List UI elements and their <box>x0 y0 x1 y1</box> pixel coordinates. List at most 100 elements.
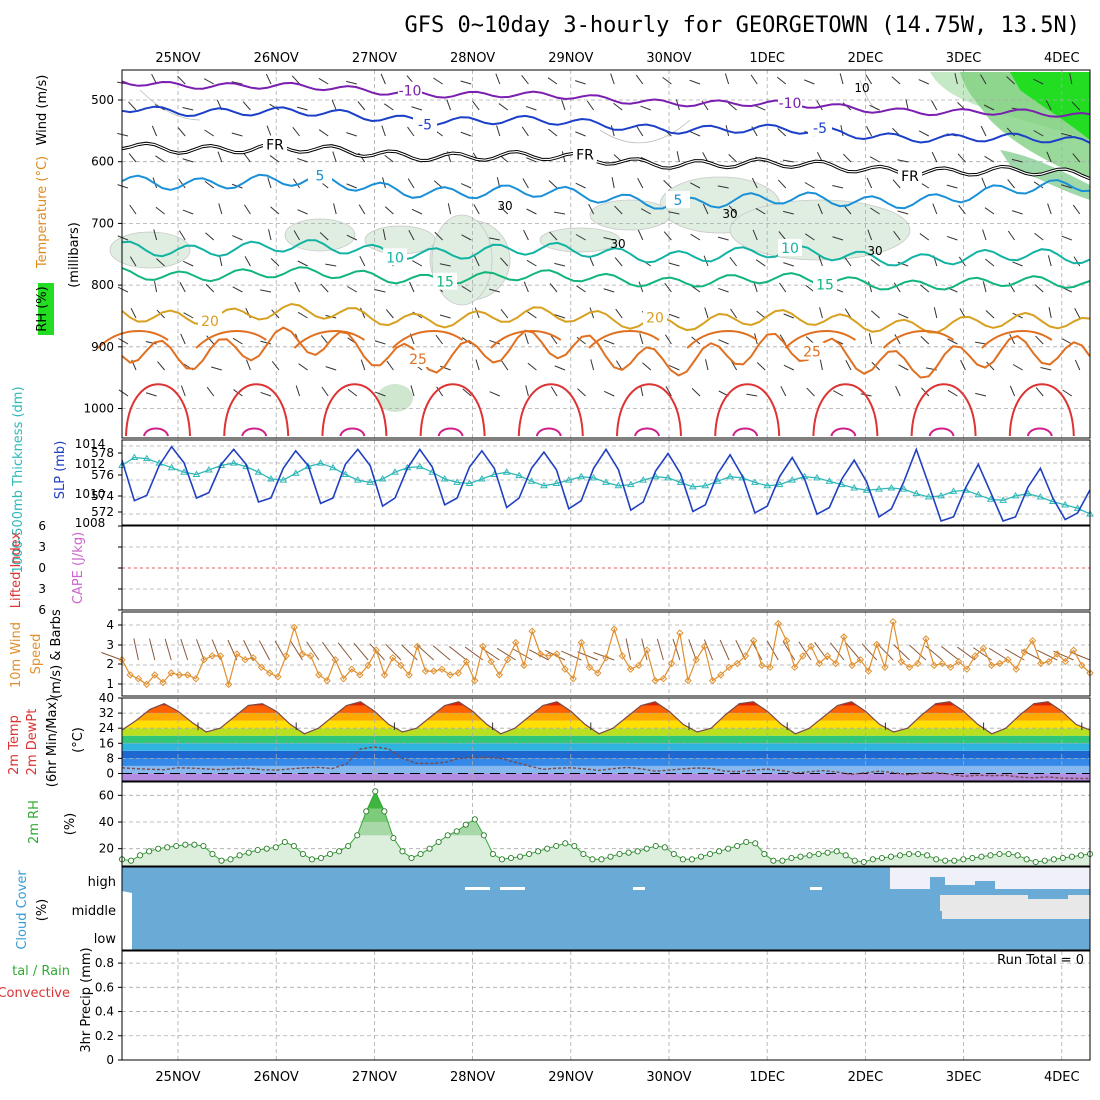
rh-marker <box>716 848 723 855</box>
warm-arch-contour <box>419 383 486 437</box>
contour-label: FR <box>266 137 284 153</box>
hot-contour <box>732 427 759 437</box>
wind-barb <box>218 203 223 215</box>
wind-barb <box>982 229 987 241</box>
rh-marker <box>245 849 252 856</box>
wind-barb <box>1033 78 1044 85</box>
wind-barb <box>118 338 129 345</box>
contour-label-bg <box>398 81 422 99</box>
wind-barb <box>728 205 737 215</box>
wind-barb <box>780 385 787 397</box>
warm-arch-contour <box>714 383 781 437</box>
date-label-top: 29NOV <box>548 51 593 66</box>
wind-barb <box>755 259 766 267</box>
wind-barb <box>984 207 995 215</box>
wind-barb <box>258 640 271 661</box>
wind-speed-marker <box>479 642 487 651</box>
rh-marker <box>417 850 424 858</box>
wind-barb <box>243 204 251 215</box>
wind-speed-marker <box>471 676 479 685</box>
wind-barb <box>182 209 194 215</box>
wind-barb <box>782 641 796 661</box>
wind-barb <box>500 309 509 319</box>
wind-barb <box>358 204 366 215</box>
wind-barb <box>672 638 681 661</box>
wind-barb <box>232 286 243 293</box>
wind-barb <box>522 178 529 189</box>
wind-barb <box>729 257 737 267</box>
wind-barb <box>411 106 423 111</box>
wind-barb <box>133 638 139 661</box>
wind-barb <box>957 646 976 661</box>
wind-speed-marker <box>577 638 586 647</box>
warm-arch-contour <box>125 383 191 437</box>
wind-barb <box>1008 282 1016 293</box>
wind-barb <box>1007 179 1015 189</box>
precip-total-label: tal / Rain <box>12 964 70 979</box>
temp-band <box>122 765 1090 774</box>
temp-band <box>122 713 1090 721</box>
wind-barb <box>1035 335 1044 345</box>
wind-barb <box>897 210 909 215</box>
wind-speed-marker <box>1061 657 1070 666</box>
wind-speed-marker <box>717 671 725 679</box>
temp2m-label: 2m Temp <box>7 715 22 775</box>
wind-speed-marker <box>626 665 635 673</box>
rh-marker <box>480 832 487 839</box>
wind-barb <box>180 638 189 661</box>
y-tick-label: 0.2 <box>95 1029 114 1043</box>
wind-barb <box>576 336 586 345</box>
cloud-unit-label: (%) <box>35 899 50 922</box>
wind-barb <box>550 334 558 345</box>
wind-barb <box>435 334 443 345</box>
wind-barb <box>337 642 353 661</box>
wind-barb <box>359 255 366 267</box>
rh-marker <box>408 854 415 862</box>
wind-barb <box>157 361 165 371</box>
wind-barb <box>918 130 930 137</box>
thickness-marker <box>676 478 685 485</box>
wind-barb <box>145 392 157 397</box>
wind-barb <box>489 339 500 345</box>
upper-air-frame <box>121 69 1091 439</box>
thickness-marker <box>738 473 747 481</box>
wind-barb <box>865 74 873 85</box>
wind-speed-marker <box>216 652 225 660</box>
wind-barb <box>145 341 157 345</box>
wind-barb <box>893 644 910 661</box>
thickness-label: 1000-500mb Thickness (dm) <box>11 386 26 573</box>
wind-barb <box>260 391 272 397</box>
wind-barb <box>462 388 472 397</box>
rh-marker <box>743 838 750 846</box>
thickness-marker <box>316 459 325 466</box>
wind-barb <box>665 386 672 397</box>
rh-marker <box>435 838 442 846</box>
slp-tick-label: 1012 <box>75 457 106 471</box>
wind-barb <box>777 128 787 137</box>
wind-barb <box>549 231 558 241</box>
rh-marker <box>571 842 578 850</box>
thickness-marker <box>304 462 313 470</box>
wind-barb <box>918 79 930 85</box>
wind-barb <box>117 132 129 137</box>
thickness-marker <box>502 468 511 475</box>
rh-marker <box>317 854 325 862</box>
wind-barb <box>891 76 901 85</box>
wind-barb <box>432 645 451 661</box>
wind-barb <box>231 132 243 137</box>
wind-barb <box>642 362 652 371</box>
thickness-marker <box>664 473 672 481</box>
wind-speed-marker <box>741 652 750 660</box>
wind-speed-marker <box>1069 646 1078 654</box>
date-label-bottom: 27NOV <box>352 1070 397 1085</box>
wind-barb <box>954 73 958 85</box>
contour-label: 20 <box>201 314 219 330</box>
wind-barb <box>868 281 873 293</box>
hot-contour <box>437 427 464 437</box>
wind-barb <box>754 105 766 111</box>
wind-barb <box>128 153 137 163</box>
wind-barb <box>980 125 987 137</box>
wind-barb <box>270 257 280 267</box>
wind-barb <box>447 203 452 215</box>
thickness-marker <box>540 481 548 489</box>
